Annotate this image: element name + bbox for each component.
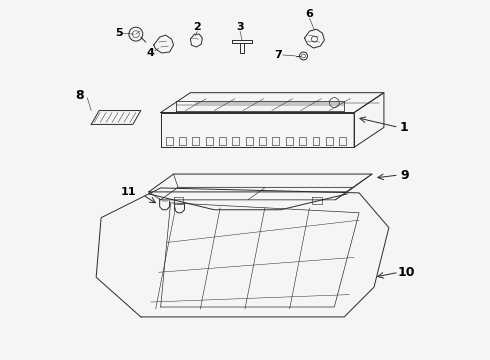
Text: 9: 9 — [400, 168, 409, 181]
Text: 6: 6 — [306, 9, 314, 19]
Text: 11: 11 — [121, 187, 137, 197]
Text: 7: 7 — [274, 50, 282, 60]
Text: 2: 2 — [194, 22, 201, 32]
Text: 3: 3 — [236, 22, 244, 32]
Text: 1: 1 — [399, 121, 408, 134]
Text: 10: 10 — [398, 266, 416, 279]
Text: 5: 5 — [115, 28, 123, 38]
Text: 4: 4 — [147, 48, 155, 58]
Text: 8: 8 — [75, 89, 84, 102]
